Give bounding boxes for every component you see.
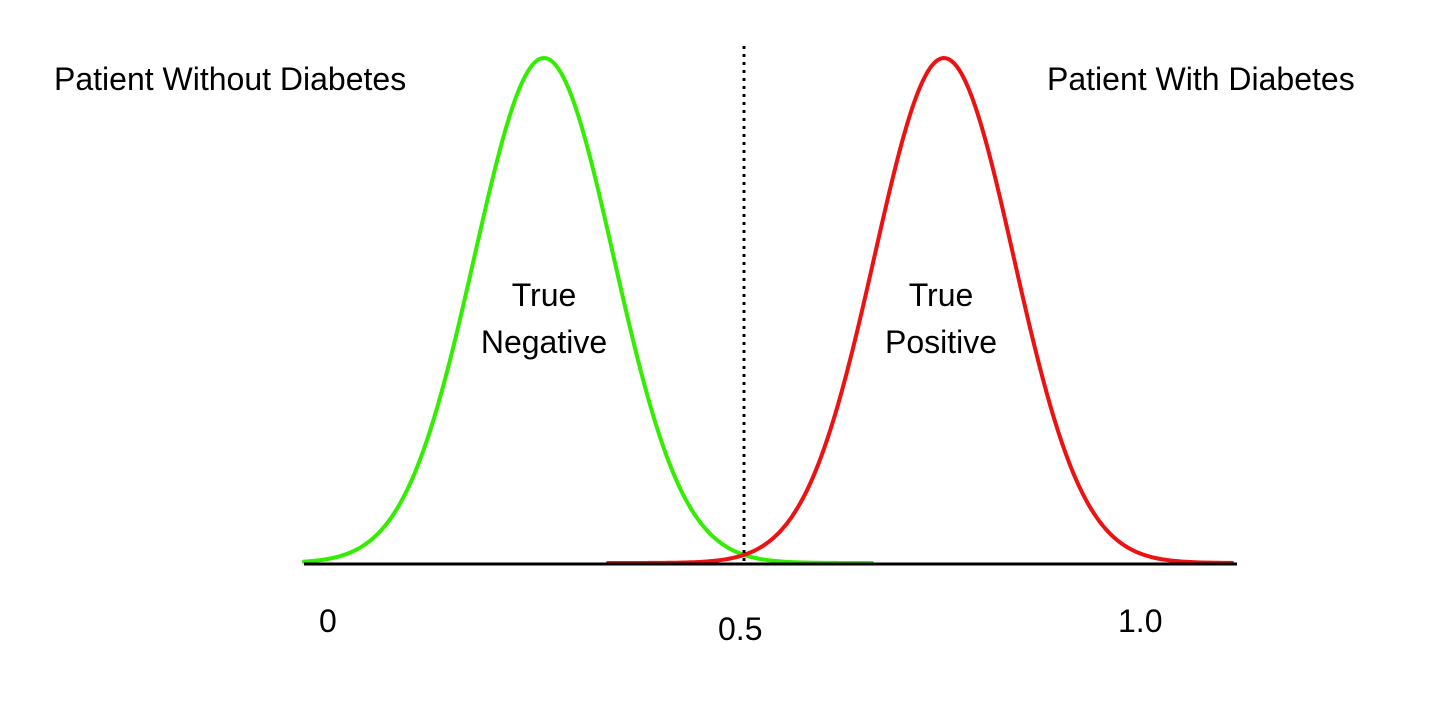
region-label-true-negative-line1: True bbox=[512, 277, 577, 313]
x-tick-label-1-0: 1.0 bbox=[1118, 603, 1162, 639]
label-with-diabetes: Patient With Diabetes bbox=[1047, 61, 1355, 97]
region-label-true-positive-line2: Positive bbox=[885, 324, 997, 360]
x-tick-label-0: 0 bbox=[319, 603, 337, 639]
curve-with-diabetes bbox=[606, 56, 1234, 565]
label-without-diabetes: Patient Without Diabetes bbox=[54, 61, 406, 97]
region-label-true-positive-line1: True bbox=[909, 277, 974, 313]
region-label-true-negative-line2: Negative bbox=[481, 324, 607, 360]
x-tick-label-0-5: 0.5 bbox=[718, 611, 762, 647]
curve-without-diabetes bbox=[302, 56, 874, 565]
